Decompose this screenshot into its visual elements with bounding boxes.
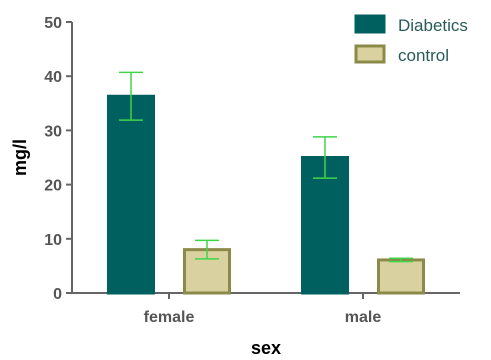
y-tick-label: 20 [44, 178, 62, 195]
legend-swatch-control [354, 44, 386, 64]
x-axis: female male [72, 292, 460, 326]
x-axis-label: sex [251, 338, 281, 358]
legend: Diabetics control [354, 14, 468, 65]
y-tick-label: 0 [53, 286, 62, 303]
x-tick-label-female: female [144, 309, 195, 326]
y-tick-label: 30 [44, 123, 62, 140]
bars [107, 94, 425, 295]
y-axis: 0 10 20 30 40 50 [44, 15, 73, 303]
y-tick-label: 10 [44, 232, 62, 249]
bar-control-male [377, 258, 425, 295]
y-axis-label: mg/l [10, 139, 30, 176]
y-tick-label: 40 [44, 69, 62, 86]
error-bars [119, 71, 413, 263]
y-tick-label: 50 [44, 15, 62, 32]
bar-diabetics-female [107, 94, 155, 295]
legend-swatch-diabetics [354, 14, 386, 34]
x-tick-label-male: male [345, 309, 382, 326]
legend-label-diabetics: Diabetics [398, 16, 468, 35]
legend-label-control: control [398, 46, 449, 65]
